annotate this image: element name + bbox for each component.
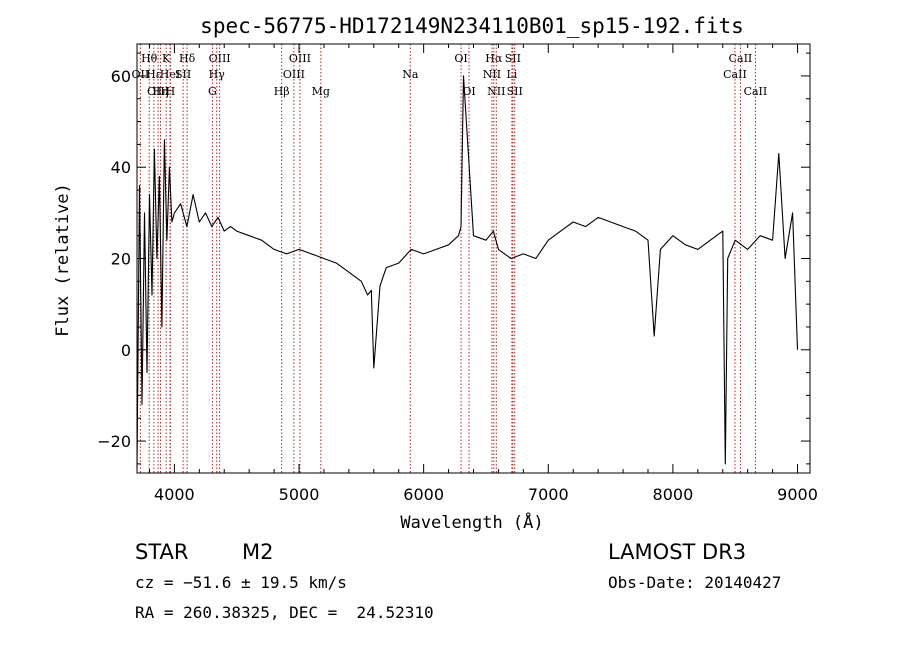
line-marker-label: SII (175, 68, 191, 81)
spectrum-line (136, 75, 799, 469)
observation-date: Obs-Date: 20140427 (608, 573, 782, 592)
line-marker-label: Hε (146, 68, 162, 81)
y-tick-label: 60 (111, 67, 131, 86)
x-tick-label: 7000 (528, 485, 569, 504)
line-marker-label: K (162, 52, 171, 65)
line-marker-label: Hθ (141, 52, 158, 65)
line-marker-label: OIII (147, 85, 169, 98)
line-marker-label: NII (483, 68, 501, 81)
object-subclass: M2 (242, 540, 274, 564)
line-marker-label: CaII (744, 85, 768, 98)
line-marker-label: SII (507, 85, 523, 98)
line-marker-label: NII (487, 85, 505, 98)
redshift-velocity: cz = −51.6 ± 19.5 km/s (135, 573, 347, 592)
line-marker-label: OIII (209, 52, 231, 65)
spectrum-series (136, 75, 799, 469)
line-marker-label: Li (506, 68, 517, 81)
coordinates: RA = 260.38325, DEC = 24.52310 (135, 603, 434, 622)
line-marker-label: Hα (485, 52, 503, 65)
x-tick-label: 5000 (279, 485, 320, 504)
y-tick-label: 20 (111, 250, 131, 269)
line-marker-label: CaII (723, 68, 747, 81)
y-axis: −20 0 20 40 60 (97, 52, 810, 465)
x-axis: 4000 5000 6000 7000 8000 9000 (148, 44, 818, 504)
line-marker-label: H (166, 85, 176, 98)
y-tick-label: −20 (97, 432, 131, 451)
line-marker-label: Mg (312, 85, 330, 98)
line-marker-label: Hβ (274, 85, 290, 98)
x-tick-label: 9000 (777, 485, 818, 504)
object-class: STAR (135, 540, 189, 564)
survey-name: LAMOST DR3 (608, 540, 747, 564)
line-marker-label: OIII (283, 68, 305, 81)
line-marker-label: HeI (160, 68, 180, 81)
y-tick-label: 0 (121, 341, 131, 360)
x-tick-label: 8000 (653, 485, 694, 504)
line-marker-label: OIII (289, 52, 311, 65)
y-tick-label: 40 (111, 158, 131, 177)
x-tick-label: 4000 (154, 485, 195, 504)
line-marker-label: OI (462, 85, 475, 98)
x-axis-label: Wavelength (Å) (400, 511, 543, 533)
line-marker-label: Hη (152, 85, 168, 98)
line-marker-label: Hγ (209, 68, 226, 81)
line-marker-label: OI (454, 52, 467, 65)
y-axis-label: Flux (relative) (53, 183, 73, 337)
line-marker-label: Na (402, 68, 419, 81)
x-tick-label: 6000 (403, 485, 444, 504)
line-marker-label: Hδ (179, 52, 196, 65)
plot-frame (136, 43, 811, 474)
line-markers: Hθ OII OIII Hε Hη K HeI H Hδ SII OIII Hγ G OIII OIII Hβ… (132, 44, 768, 473)
line-marker-label: CaII (729, 52, 753, 65)
line-marker-label: OII (132, 68, 150, 81)
line-marker-label: G (208, 85, 217, 98)
chart-title: spec-56775-HD172149N234110B01_sp15-192.f… (200, 14, 744, 38)
line-marker-label: SII (505, 52, 521, 65)
